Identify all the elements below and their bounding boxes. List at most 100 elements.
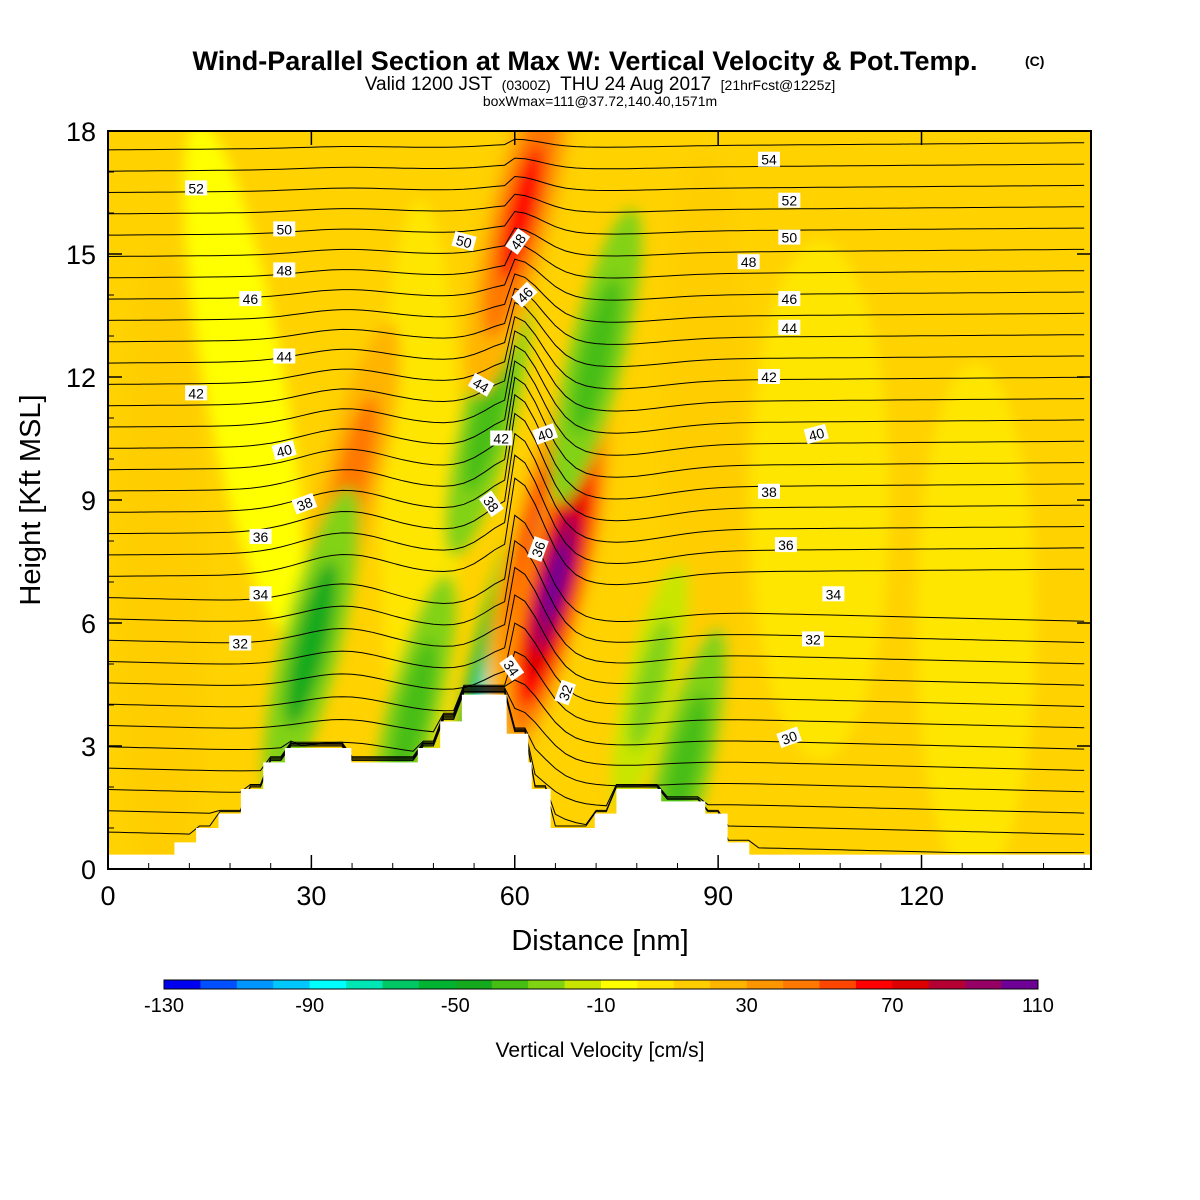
colorbar-tick-label: 110 (1022, 995, 1054, 1017)
y-tick-label: 18 (66, 117, 96, 147)
colorbar-swatch (855, 980, 893, 989)
theta-contour (108, 157, 1085, 172)
theta-label-text: 54 (761, 152, 777, 168)
theta-label: 48 (505, 228, 531, 255)
theta-label: 36 (249, 528, 272, 545)
x-axis-label: Distance [nm] (511, 925, 688, 957)
y-tick-label: 6 (81, 609, 96, 639)
valid-utc: (0300Z) (502, 77, 551, 93)
contour-labels: 52 50 48 46 44 42 40 38 36 34 32 50 48 46 44 42 40 38 36 34… (185, 151, 845, 749)
colorbar-swatch (164, 980, 201, 989)
theta-label: 40 (803, 423, 829, 444)
copyright-mark: (C) (1025, 53, 1044, 69)
theta-label-box (291, 492, 318, 515)
colorbar-swatch (1001, 980, 1039, 989)
theta-label-box (273, 262, 296, 278)
terrain (108, 694, 1091, 869)
theta-label-box (778, 229, 801, 245)
velocity-band (122, 252, 203, 869)
colorbar-swatch (746, 980, 784, 989)
theta-label-box (757, 483, 780, 499)
theta-label-box (778, 192, 801, 208)
theta-label: 40 (532, 423, 558, 445)
theta-label-box (757, 369, 780, 384)
x-tick-label: 30 (296, 881, 326, 911)
valid-date: THU 24 Aug 2017 (560, 74, 711, 95)
theta-label-box (757, 151, 780, 167)
velocity-band (915, 363, 1036, 869)
theta-label: 46 (511, 281, 538, 308)
theta-contour (108, 175, 1085, 193)
theta-contour (108, 120, 1084, 129)
colorbar-tick-label: -10 (587, 995, 616, 1017)
theta-contour (108, 315, 1085, 390)
theta-contour (108, 594, 1085, 686)
theta-label-text: 40 (275, 441, 294, 461)
theta-label-text: 42 (188, 385, 204, 401)
theta-label: 30 (776, 726, 803, 749)
theta-label-box (499, 654, 525, 682)
x-tick-label: 60 (500, 881, 530, 911)
theta-contour (108, 688, 1085, 793)
velocity-cell (389, 638, 437, 788)
theta-label: 54 (757, 151, 780, 168)
velocity-cell (285, 560, 338, 727)
theta-label-text: 46 (243, 291, 259, 307)
valid-time-line: Valid 1200 JST (0300Z) THU 24 Aug 2017 [… (365, 74, 836, 95)
x-tick-label: 120 (899, 881, 944, 911)
x-tick-label: 90 (703, 881, 733, 911)
colorbar-tick-label: -50 (441, 995, 470, 1017)
theta-contour (108, 679, 1085, 750)
theta-label-box (229, 635, 252, 651)
forecast-info: [21hrFcst@1225z] (721, 77, 836, 93)
theta-label: 50 (451, 231, 477, 251)
theta-label-text: 44 (782, 320, 798, 336)
colorbar-swatch (892, 980, 930, 989)
colorbar-swatch (491, 980, 529, 989)
colorbar-tick-label: 70 (881, 995, 903, 1017)
velocity-cell (463, 343, 512, 493)
colorbar-swatch (382, 980, 420, 989)
theta-contour (108, 412, 1085, 522)
theta-label-box (505, 228, 531, 255)
x-axis: 0 30 60 90 120 (100, 131, 1085, 911)
theta-label-box (185, 180, 208, 196)
theta-label-box (511, 281, 538, 308)
theta-label-box (737, 254, 760, 270)
theta-contour (108, 566, 1085, 665)
theta-label-text: 48 (741, 254, 757, 270)
theta-contour (108, 301, 1085, 368)
theta-label: 44 (778, 319, 801, 336)
theta-label: 52 (185, 180, 208, 196)
colorbar-frame (163, 979, 1039, 990)
theta-label-box (532, 423, 558, 445)
y-tick-label: 15 (66, 240, 96, 270)
theta-contour (108, 360, 1085, 456)
theta-label: 42 (490, 430, 513, 447)
theta-label-box (249, 528, 272, 544)
theta-label-box (273, 348, 296, 364)
theta-label-text: 32 (805, 631, 821, 647)
theta-label-box (185, 385, 208, 401)
theta-contour (108, 477, 1085, 586)
theta-label-box (239, 291, 262, 307)
theta-label: 46 (239, 291, 262, 307)
theta-label: 42 (757, 369, 780, 385)
theta-label: 38 (757, 483, 780, 500)
velocity-band (749, 240, 890, 760)
theta-label: 32 (802, 631, 825, 647)
theta-contour (108, 689, 1085, 814)
theta-label-box (778, 291, 801, 307)
theta-label-text: 50 (782, 230, 798, 246)
theta-contour (108, 376, 1085, 478)
theta-label: 36 (774, 537, 797, 553)
theta-label-text: 34 (826, 586, 842, 602)
theta-label-text: 40 (535, 424, 555, 444)
theta-contour (108, 687, 1085, 771)
theta-label-box (776, 726, 803, 749)
colorbar-swatch (564, 980, 602, 989)
colorbar-title: Vertical Velocity [cm/s] (496, 1039, 705, 1062)
x-tick-label: 0 (100, 881, 115, 911)
theta-contour (108, 210, 1085, 236)
theta-label: 42 (185, 385, 208, 401)
